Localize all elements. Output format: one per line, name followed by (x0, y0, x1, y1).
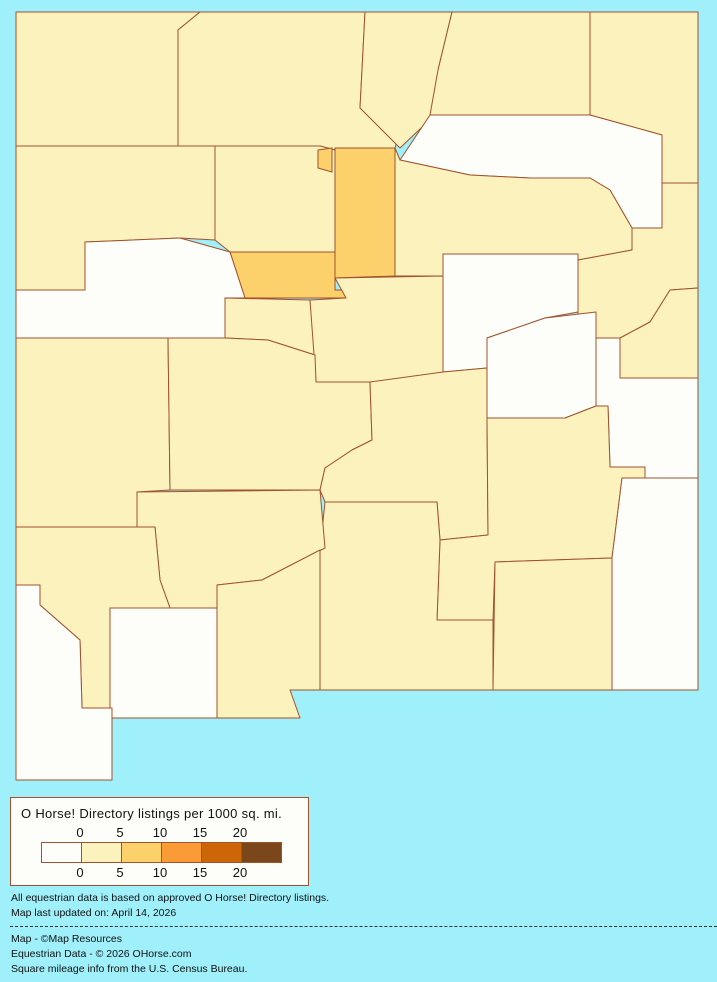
legend-tick: 5 (116, 865, 124, 880)
county[interactable] (214, 145, 336, 253)
legend-tick: 20 (232, 825, 248, 840)
county[interactable] (492, 557, 613, 691)
legend-tick: 5 (116, 825, 124, 840)
census-credit: Square mileage info from the U.S. Census… (11, 963, 248, 975)
county[interactable] (15, 584, 113, 781)
legend-swatch (122, 843, 162, 862)
legend-swatch (82, 843, 122, 862)
county[interactable] (216, 549, 321, 719)
county[interactable] (429, 11, 591, 116)
county-map (15, 11, 699, 781)
legend-tick: 10 (152, 865, 168, 880)
county[interactable] (317, 147, 333, 173)
legend-title: O Horse! Directory listings per 1000 sq.… (21, 806, 283, 821)
divider (10, 926, 717, 927)
county[interactable] (334, 147, 396, 279)
data-note: All equestrian data is based on approved… (11, 892, 330, 904)
legend-tick: 20 (232, 865, 248, 880)
legend-color-bar (41, 842, 282, 863)
county[interactable] (229, 251, 347, 299)
legend-tick: 15 (192, 865, 208, 880)
legend-swatch (42, 843, 82, 862)
map-credit: Map - ©Map Resources (11, 933, 123, 945)
legend-swatch (162, 843, 202, 862)
updated-note: Map last updated on: April 14, 2026 (11, 907, 177, 919)
legend-swatch (202, 843, 242, 862)
legend-tick: 15 (192, 825, 208, 840)
legend: O Horse! Directory listings per 1000 sq.… (10, 797, 309, 886)
legend-tick: 10 (152, 825, 168, 840)
county[interactable] (109, 607, 218, 719)
legend-tick: 0 (76, 825, 84, 840)
data-credit: Equestrian Data - © 2026 OHorse.com (11, 948, 192, 960)
legend-swatch (242, 843, 281, 862)
legend-tick: 0 (76, 865, 84, 880)
county[interactable] (15, 11, 201, 147)
county[interactable] (611, 477, 699, 691)
